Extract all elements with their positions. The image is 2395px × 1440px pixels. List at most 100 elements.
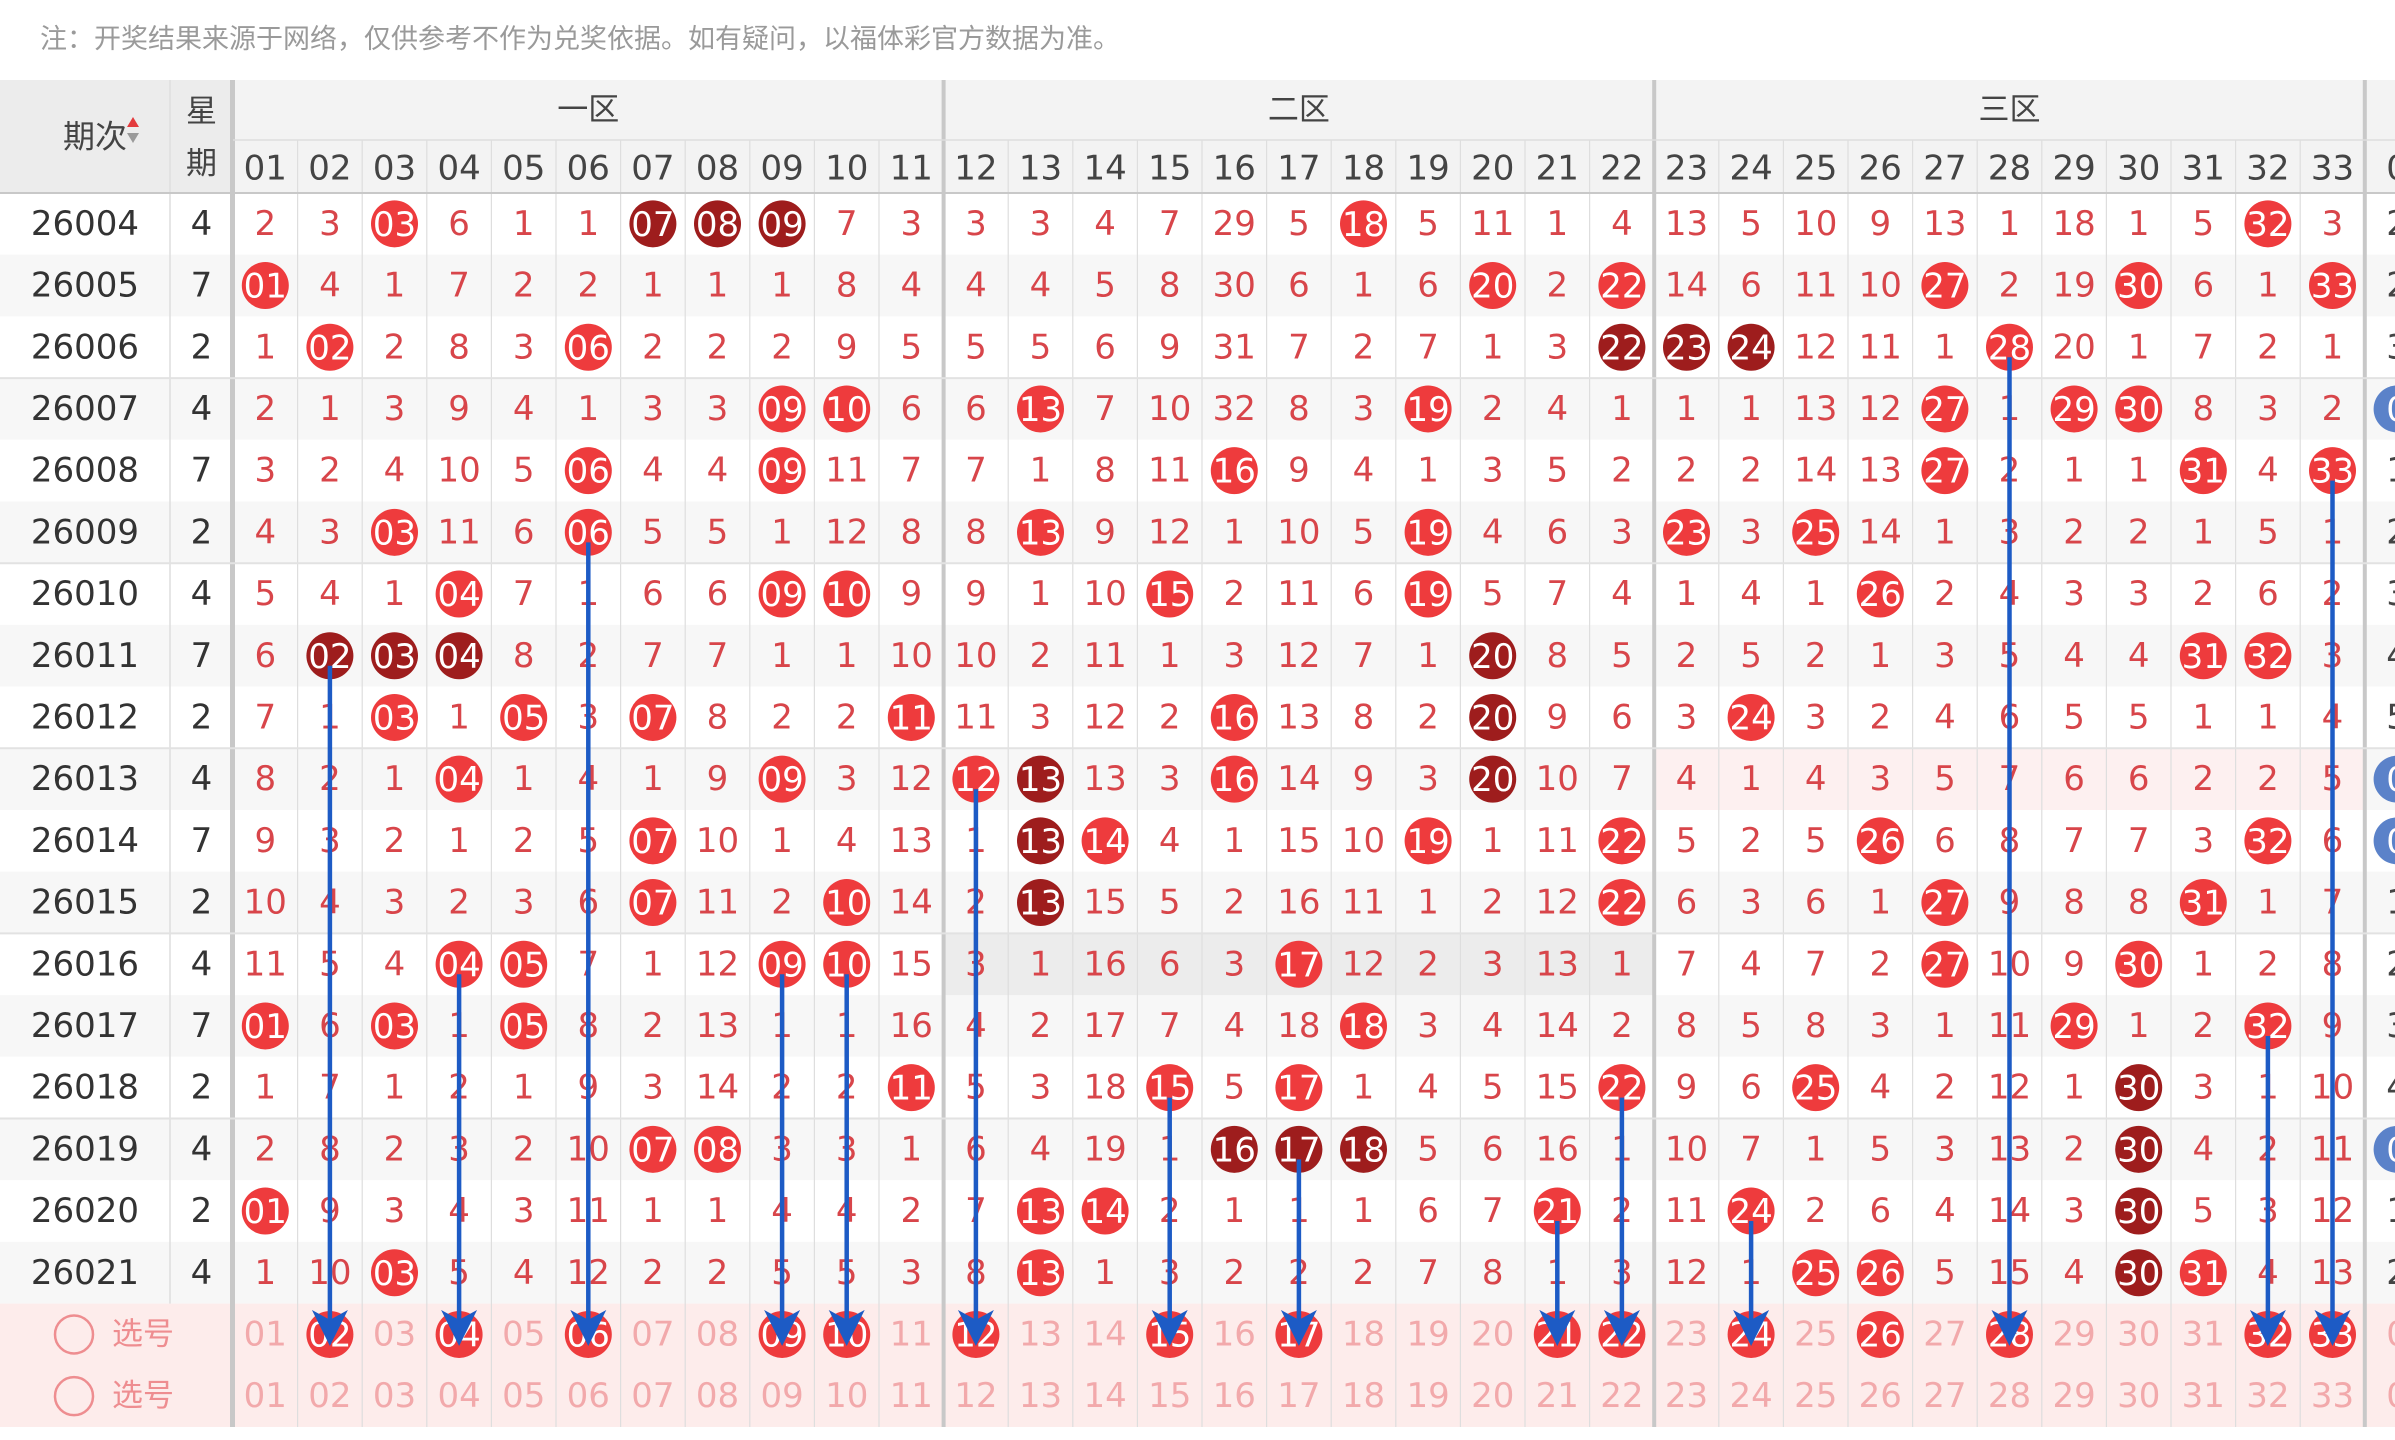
miss-count: 1: [1482, 327, 1504, 367]
select-number[interactable]: 29: [2052, 1376, 2095, 1416]
column-header-27: 27: [1923, 149, 1966, 189]
select-number[interactable]: 28: [1988, 1376, 2031, 1416]
select-number[interactable]: 20: [1471, 1314, 1514, 1354]
svg-text:30: 30: [2117, 945, 2160, 985]
miss-count: 7: [2128, 821, 2150, 861]
select-number[interactable]: 22: [1600, 1376, 1643, 1416]
miss-count: 2: [642, 327, 664, 367]
select-number[interactable]: 07: [631, 1314, 674, 1354]
svg-text:18: 18: [1342, 1130, 1385, 1170]
select-number[interactable]: 31: [2182, 1376, 2225, 1416]
select-number[interactable]: 03: [373, 1314, 416, 1354]
miss-count: 2: [319, 451, 341, 491]
select-number[interactable]: 27: [1923, 1376, 1966, 1416]
select-number[interactable]: 06: [567, 1376, 610, 1416]
select-number[interactable]: 05: [502, 1314, 545, 1354]
miss-count: 2: [2386, 944, 2395, 984]
select-number[interactable]: 01: [244, 1376, 287, 1416]
select-number[interactable]: 0: [2386, 1376, 2395, 1416]
miss-count: 5: [513, 451, 535, 491]
select-number[interactable]: 12: [954, 1376, 997, 1416]
select-number[interactable]: 18: [1342, 1376, 1385, 1416]
miss-count: 3: [1417, 759, 1439, 799]
drawn-ball: 03: [371, 1002, 418, 1050]
select-number[interactable]: 16: [1213, 1376, 1256, 1416]
miss-count: 12: [1665, 1253, 1708, 1293]
select-radio[interactable]: [53, 1375, 95, 1417]
period-cell: 26007: [31, 389, 139, 429]
select-number[interactable]: 21: [1536, 1376, 1579, 1416]
drawn-ball: 32: [2244, 817, 2292, 865]
select-number[interactable]: 24: [1729, 1376, 1772, 1416]
select-number[interactable]: 13: [1019, 1376, 1062, 1416]
sort-arrows-icon[interactable]: [127, 117, 139, 143]
miss-count: 8: [513, 636, 535, 676]
select-number[interactable]: 08: [696, 1376, 739, 1416]
select-label[interactable]: 选号: [112, 1316, 174, 1352]
select-number[interactable]: 14: [1083, 1314, 1126, 1354]
select-number[interactable]: 32: [2246, 1376, 2289, 1416]
miss-count: 1: [2063, 1068, 2085, 1108]
select-number[interactable]: 25: [1794, 1314, 1837, 1354]
select-number[interactable]: 14: [1083, 1376, 1126, 1416]
miss-count: 13: [1083, 759, 1126, 799]
select-number[interactable]: 27: [1923, 1314, 1966, 1354]
week-cell: 2: [191, 512, 213, 552]
select-number[interactable]: 20: [1471, 1376, 1514, 1416]
miss-count: 5: [1740, 1006, 1762, 1046]
select-number[interactable]: 08: [696, 1314, 739, 1354]
select-number[interactable]: 23: [1665, 1314, 1708, 1354]
select-number[interactable]: 01: [244, 1314, 287, 1354]
select-number[interactable]: 07: [631, 1376, 674, 1416]
column-header-18: 18: [1342, 149, 1385, 189]
select-number[interactable]: 0: [2386, 1314, 2395, 1354]
select-number[interactable]: 03: [373, 1376, 416, 1416]
select-number[interactable]: 16: [1213, 1314, 1256, 1354]
select-number[interactable]: 04: [437, 1376, 480, 1416]
picked-ball[interactable]: 26: [1856, 1310, 1904, 1358]
svg-text:13: 13: [1019, 822, 1062, 862]
miss-count: 10: [1083, 574, 1126, 614]
select-number[interactable]: 09: [760, 1376, 803, 1416]
week-cell: 4: [191, 204, 213, 244]
column-header-17: 17: [1277, 149, 1320, 189]
miss-count: 2: [2386, 204, 2395, 244]
miss-count: 5: [2063, 697, 2085, 737]
miss-count: 1: [2386, 451, 2395, 491]
select-radio[interactable]: [53, 1314, 95, 1355]
select-number[interactable]: 11: [890, 1376, 933, 1416]
select-number[interactable]: 13: [1019, 1314, 1062, 1354]
select-number[interactable]: 31: [2182, 1314, 2225, 1354]
miss-count: 1: [2386, 1191, 2395, 1231]
drawn-ball: 26: [1856, 817, 1904, 865]
select-number[interactable]: 19: [1406, 1314, 1449, 1354]
miss-count: 4: [384, 451, 406, 491]
select-number[interactable]: 05: [502, 1376, 545, 1416]
select-number[interactable]: 10: [825, 1376, 868, 1416]
select-number[interactable]: 26: [1859, 1376, 1902, 1416]
select-number[interactable]: 19: [1406, 1376, 1449, 1416]
select-label[interactable]: 选号: [112, 1378, 174, 1414]
drawn-ball: 07: [629, 817, 677, 865]
select-number[interactable]: 11: [890, 1314, 933, 1354]
select-number[interactable]: 29: [2052, 1314, 2095, 1354]
select-number[interactable]: 33: [2311, 1376, 2354, 1416]
miss-count: 1: [1353, 1191, 1375, 1231]
select-number[interactable]: 02: [308, 1376, 351, 1416]
miss-count: 1: [1417, 636, 1439, 676]
period-header[interactable]: 期次: [63, 118, 127, 156]
svg-text:11: 11: [890, 1069, 933, 1109]
select-number[interactable]: 25: [1794, 1376, 1837, 1416]
miss-count: 8: [254, 759, 276, 799]
table-row: 26005 7 01 4 1 7 2 2 1 1 1 8 4 4 4 5 8 30 6 1 6 20 2 22 14 6 11 10 2…: [31, 262, 2395, 310]
svg-text:04: 04: [437, 575, 480, 615]
select-number[interactable]: 18: [1342, 1314, 1385, 1354]
select-number[interactable]: 23: [1665, 1376, 1708, 1416]
select-number[interactable]: 17: [1277, 1376, 1320, 1416]
miss-count: 3: [319, 204, 341, 244]
miss-count: 30: [1213, 266, 1256, 306]
select-number[interactable]: 30: [2117, 1376, 2160, 1416]
select-number[interactable]: 30: [2117, 1314, 2160, 1354]
select-number[interactable]: 15: [1148, 1376, 1191, 1416]
miss-count: 2: [384, 1129, 406, 1169]
